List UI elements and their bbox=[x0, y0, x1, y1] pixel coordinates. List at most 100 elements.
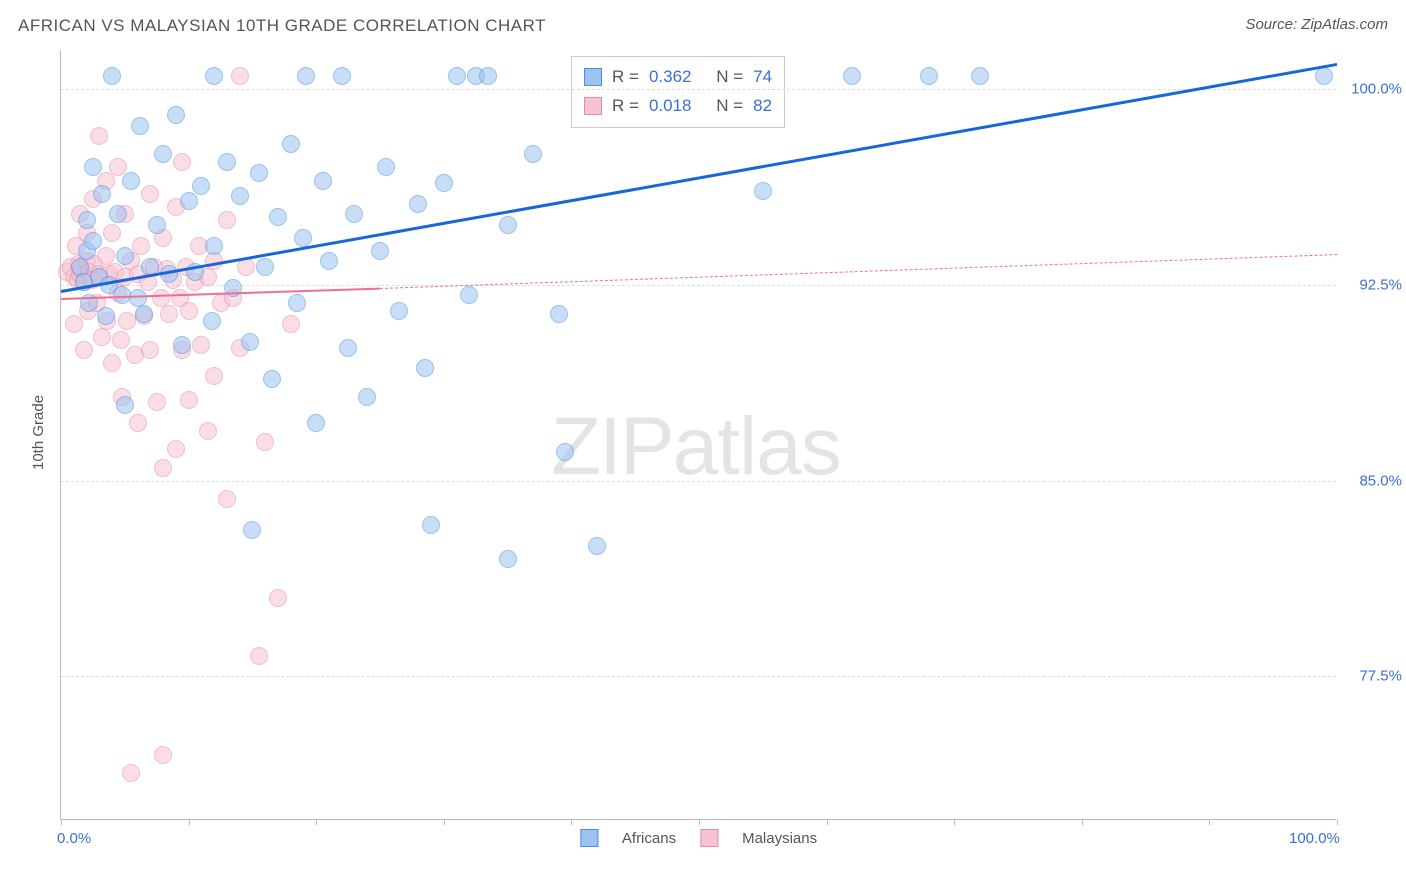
scatter-point-malaysian bbox=[154, 459, 172, 477]
scatter-point-african bbox=[843, 67, 861, 85]
x-tick bbox=[1082, 819, 1083, 825]
scatter-point-malaysian bbox=[129, 414, 147, 432]
scatter-point-malaysian bbox=[93, 328, 111, 346]
scatter-point-african bbox=[294, 229, 312, 247]
r-value-pink: 0.018 bbox=[649, 92, 692, 121]
scatter-point-african bbox=[358, 388, 376, 406]
gridline bbox=[61, 676, 1336, 677]
x-tick bbox=[954, 819, 955, 825]
scatter-point-african bbox=[109, 205, 127, 223]
gridline bbox=[61, 481, 1336, 482]
scatter-point-malaysian bbox=[141, 185, 159, 203]
scatter-point-african bbox=[167, 106, 185, 124]
scatter-point-malaysian bbox=[132, 237, 150, 255]
scatter-point-malaysian bbox=[141, 341, 159, 359]
x-tick bbox=[444, 819, 445, 825]
scatter-point-malaysian bbox=[231, 67, 249, 85]
scatter-point-african bbox=[333, 67, 351, 85]
scatter-point-malaysian bbox=[269, 589, 287, 607]
scatter-point-african bbox=[269, 208, 287, 226]
scatter-point-african bbox=[588, 537, 606, 555]
scatter-point-malaysian bbox=[218, 490, 236, 508]
scatter-point-african bbox=[288, 294, 306, 312]
scatter-point-african bbox=[314, 172, 332, 190]
scatter-point-african bbox=[180, 192, 198, 210]
x-tick-label: 0.0% bbox=[57, 830, 91, 847]
x-tick-label: 100.0% bbox=[1289, 830, 1340, 847]
scatter-point-malaysian bbox=[180, 302, 198, 320]
x-tick bbox=[316, 819, 317, 825]
y-tick-label: 92.5% bbox=[1359, 276, 1402, 293]
x-tick bbox=[699, 819, 700, 825]
scatter-point-african bbox=[556, 443, 574, 461]
swatch-blue-icon bbox=[584, 68, 602, 86]
scatter-point-african bbox=[154, 145, 172, 163]
scatter-point-african bbox=[1315, 67, 1333, 85]
scatter-point-african bbox=[256, 258, 274, 276]
scatter-point-malaysian bbox=[103, 354, 121, 372]
gridline bbox=[61, 89, 1336, 90]
scatter-point-african bbox=[131, 117, 149, 135]
r-label: R = bbox=[612, 92, 639, 121]
scatter-point-african bbox=[116, 247, 134, 265]
scatter-point-african bbox=[390, 302, 408, 320]
stats-row-blue: R = 0.362 N = 74 bbox=[584, 63, 772, 92]
legend-swatch-blue-icon bbox=[580, 829, 598, 847]
scatter-point-malaysian bbox=[112, 331, 130, 349]
scatter-point-malaysian bbox=[160, 305, 178, 323]
scatter-point-african bbox=[103, 67, 121, 85]
scatter-point-malaysian bbox=[148, 393, 166, 411]
scatter-point-african bbox=[422, 516, 440, 534]
scatter-point-african bbox=[297, 67, 315, 85]
scatter-point-african bbox=[263, 370, 281, 388]
scatter-point-african bbox=[250, 164, 268, 182]
scatter-point-african bbox=[241, 333, 259, 351]
scatter-point-malaysian bbox=[90, 127, 108, 145]
source-attribution: Source: ZipAtlas.com bbox=[1245, 16, 1388, 33]
scatter-plot-area: ZIPatlas R = 0.362 N = 74 R = 0.018 N = … bbox=[60, 50, 1336, 820]
scatter-point-african bbox=[203, 312, 221, 330]
scatter-point-african bbox=[499, 216, 517, 234]
gridline bbox=[61, 285, 1336, 286]
r-value-blue: 0.362 bbox=[649, 63, 692, 92]
scatter-point-african bbox=[345, 205, 363, 223]
scatter-point-african bbox=[93, 185, 111, 203]
scatter-point-african bbox=[416, 359, 434, 377]
scatter-point-african bbox=[435, 174, 453, 192]
trendline-malaysian-extrapolated bbox=[380, 254, 1337, 289]
x-tick bbox=[1337, 819, 1338, 825]
y-tick-label: 85.0% bbox=[1359, 472, 1402, 489]
series-legend: Africans Malaysians bbox=[580, 829, 817, 847]
scatter-point-african bbox=[148, 216, 166, 234]
n-label: N = bbox=[716, 92, 743, 121]
r-label: R = bbox=[612, 63, 639, 92]
scatter-point-malaysian bbox=[118, 312, 136, 330]
scatter-point-malaysian bbox=[282, 315, 300, 333]
scatter-point-african bbox=[135, 305, 153, 323]
scatter-point-african bbox=[243, 521, 261, 539]
scatter-point-african bbox=[377, 158, 395, 176]
scatter-point-malaysian bbox=[205, 367, 223, 385]
scatter-point-malaysian bbox=[65, 315, 83, 333]
scatter-point-african bbox=[524, 145, 542, 163]
scatter-point-malaysian bbox=[122, 764, 140, 782]
scatter-point-malaysian bbox=[218, 211, 236, 229]
scatter-point-african bbox=[307, 414, 325, 432]
x-tick bbox=[189, 819, 190, 825]
scatter-point-african bbox=[971, 67, 989, 85]
y-tick-label: 77.5% bbox=[1359, 668, 1402, 685]
scatter-point-african bbox=[371, 242, 389, 260]
scatter-point-african bbox=[231, 187, 249, 205]
scatter-point-malaysian bbox=[256, 433, 274, 451]
scatter-point-african bbox=[282, 135, 300, 153]
scatter-point-african bbox=[84, 232, 102, 250]
scatter-point-malaysian bbox=[192, 336, 210, 354]
legend-swatch-pink-icon bbox=[700, 829, 718, 847]
scatter-point-african bbox=[97, 307, 115, 325]
scatter-point-african bbox=[499, 550, 517, 568]
scatter-point-african bbox=[192, 177, 210, 195]
y-tick-label: 100.0% bbox=[1351, 81, 1402, 98]
scatter-point-african bbox=[320, 252, 338, 270]
scatter-point-african bbox=[173, 336, 191, 354]
chart-title: AFRICAN VS MALAYSIAN 10TH GRADE CORRELAT… bbox=[18, 16, 546, 36]
